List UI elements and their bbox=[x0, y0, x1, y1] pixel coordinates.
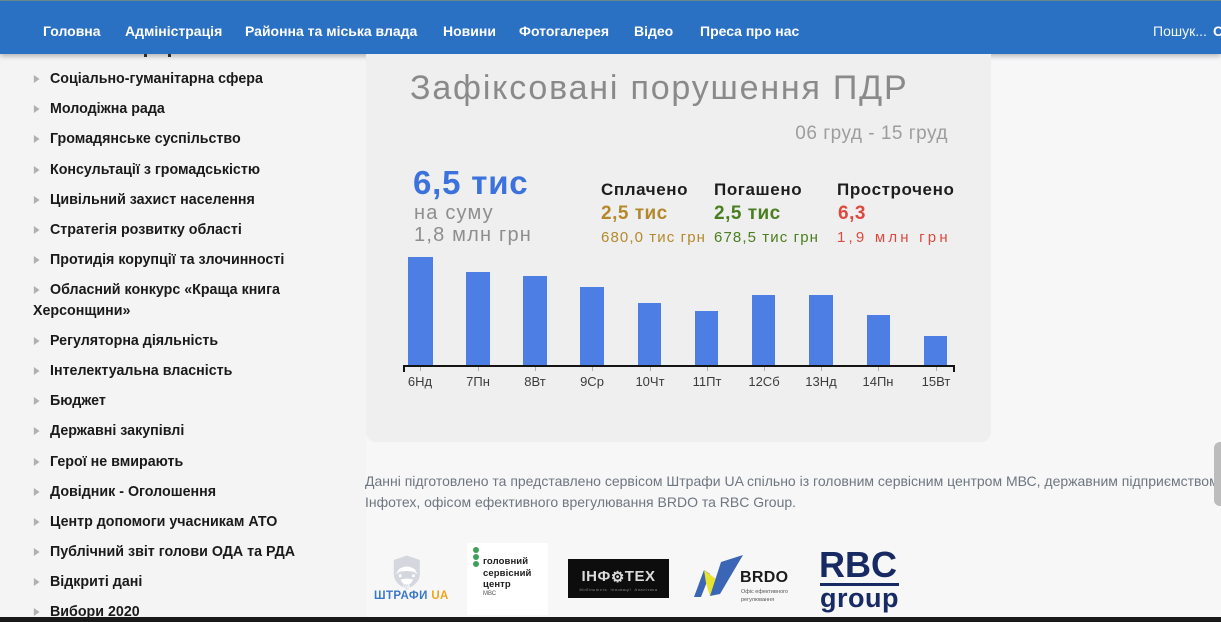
svg-text:UA: UA bbox=[403, 585, 411, 591]
svg-text:ШТРАФИ UA: ШТРАФИ UA bbox=[374, 590, 449, 602]
